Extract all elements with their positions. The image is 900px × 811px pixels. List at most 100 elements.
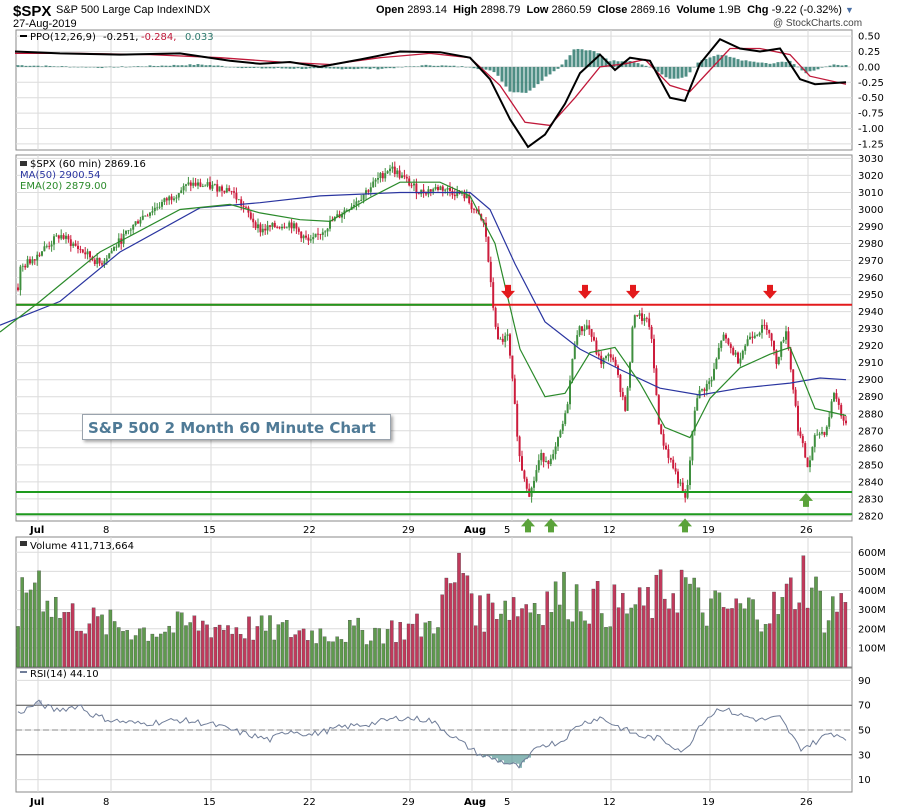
price-candle-body — [108, 253, 111, 259]
price-candle-body — [773, 340, 775, 351]
volume-bar — [763, 624, 768, 668]
price-y-tick-label: 2860 — [858, 443, 883, 454]
price-candle-body — [149, 212, 151, 216]
price-candle-body — [300, 231, 303, 239]
price-candle-body — [626, 387, 629, 411]
volume-bar — [768, 623, 772, 668]
volume-bar — [465, 575, 470, 668]
ppo-histogram-bar — [132, 66, 136, 67]
vol-y-tick-label: 300M — [858, 605, 886, 616]
price-candle-body — [509, 334, 511, 356]
price-y-tick-label: 2830 — [858, 494, 883, 505]
price-candle-body — [427, 189, 430, 195]
price-candle-body — [182, 185, 185, 191]
price-candle-body — [72, 243, 75, 246]
price-candle-body — [326, 228, 329, 232]
price-candle-body — [129, 229, 132, 231]
ppo-histogram-bar — [792, 64, 796, 67]
volume-bar — [549, 612, 554, 668]
volume-bar — [604, 627, 608, 668]
volume-bar — [734, 598, 738, 668]
price-candle-body — [729, 344, 732, 348]
ppo-histogram-bar — [212, 65, 216, 67]
price-candle-body — [170, 196, 173, 200]
price-candle-body — [825, 426, 828, 436]
price-candle-body — [782, 339, 785, 342]
price-candle-body — [756, 335, 759, 336]
volume-bar — [499, 613, 503, 668]
rsi-y-tick-label: 70 — [858, 701, 871, 712]
ppo-histogram-bar — [584, 50, 588, 67]
ppo-histogram-bar — [684, 66, 688, 77]
price-candle-body — [593, 336, 595, 341]
price-candle-body — [312, 237, 315, 240]
ppo-histogram-bar — [392, 66, 396, 69]
chart-date: 27-Aug-2019 — [13, 18, 77, 30]
ppo-histogram-bar — [424, 64, 428, 67]
ppo-histogram-bar — [600, 56, 604, 67]
price-candle-body — [737, 352, 739, 364]
ppo-histogram-bar — [96, 66, 100, 68]
ppo-y-tick-label: -0.75 — [858, 109, 884, 120]
ppo-histogram-bar — [236, 66, 240, 68]
price-candle-body — [57, 235, 60, 239]
price-candle-body — [789, 348, 792, 370]
price-candle-body — [127, 230, 130, 232]
ppo-histogram-bar — [452, 65, 456, 67]
price-candle-body — [585, 325, 588, 330]
price-candle-body — [377, 178, 379, 180]
price-y-tick-label: 2840 — [858, 477, 883, 488]
volume-bar — [805, 607, 810, 668]
price-candle-body — [578, 326, 581, 336]
ppo-histogram-bar — [840, 65, 844, 67]
ppo-histogram-bar — [552, 66, 556, 72]
price-candle-body — [228, 188, 231, 192]
symbol[interactable]: $SPX — [13, 3, 52, 20]
price-candle-body — [43, 246, 46, 252]
volume-bar — [331, 641, 335, 668]
ppo-histogram-bar — [188, 64, 192, 67]
ppo-histogram-bar — [476, 66, 480, 70]
price-candle-body — [763, 324, 766, 326]
price-candle-body — [103, 261, 106, 265]
price-candle-body — [816, 434, 819, 436]
volume-bar — [306, 640, 310, 668]
price-candle-body — [273, 222, 276, 228]
ppo-histogram-bar — [348, 66, 352, 69]
rsi-legend: RSI(14) 44.10 — [30, 669, 99, 680]
price-candle-body — [552, 454, 555, 459]
price-x-tick-label: Aug — [464, 525, 486, 536]
volume-bar — [45, 600, 50, 668]
dropdown-triangle-icon[interactable]: ▼ — [844, 5, 854, 15]
ppo-y-tick-label: -0.50 — [858, 93, 884, 104]
volume-bar — [532, 603, 537, 668]
volume-bar — [755, 619, 759, 668]
price-candle-body — [24, 265, 27, 268]
price-candle-body — [197, 182, 199, 186]
volume-bar — [264, 630, 268, 668]
ppo-histogram-bar — [612, 60, 616, 67]
price-candle-body — [576, 335, 579, 345]
ppo-legend-swatch — [20, 35, 27, 37]
ppo-histogram-bar — [492, 66, 496, 73]
price-candle-body — [45, 245, 48, 247]
price-candle-body — [765, 325, 768, 330]
price-candle-body — [379, 173, 382, 179]
price-candle-body — [441, 186, 444, 191]
price-candle-body — [689, 460, 691, 485]
ppo-histogram-bar — [36, 65, 40, 67]
ppo-histogram-bar — [696, 62, 700, 67]
volume-bar — [684, 577, 688, 668]
price-candle-body — [237, 199, 240, 201]
price-candle-body — [21, 265, 24, 267]
ppo-histogram-bar — [780, 61, 784, 67]
price-candle-body — [110, 250, 113, 254]
ppo-histogram-bar — [488, 66, 492, 71]
price-candle-body — [242, 205, 245, 207]
price-candle-body — [84, 252, 87, 255]
up-arrow-icon — [799, 492, 813, 507]
volume-bar — [390, 620, 394, 668]
price-candle-body — [722, 334, 725, 341]
volume-bar — [524, 604, 528, 668]
price-candle-body — [595, 340, 598, 354]
